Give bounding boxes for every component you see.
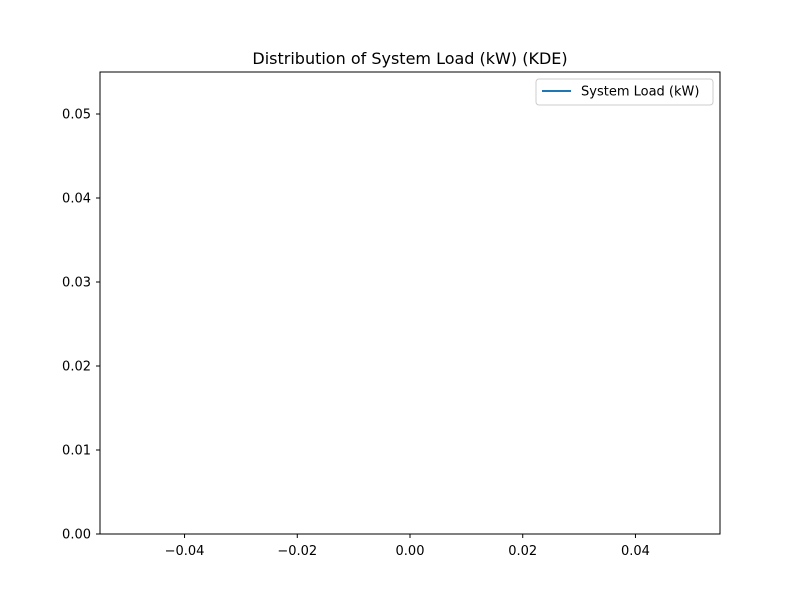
x-tick-label: 0.00 xyxy=(396,544,425,559)
y-tick-label: 0.04 xyxy=(62,192,91,207)
x-tick-label: −0.04 xyxy=(165,544,205,559)
chart-title: Distribution of System Load (kW) (KDE) xyxy=(252,49,567,68)
y-tick-label: 0.00 xyxy=(62,528,91,543)
legend-label: System Load (kW) xyxy=(581,85,699,100)
legend: System Load (kW) xyxy=(535,78,714,106)
y-tick-label: 0.01 xyxy=(62,444,91,459)
x-axis: −0.04 −0.02 0.00 0.02 0.04 xyxy=(165,534,650,559)
x-tick-label: −0.02 xyxy=(277,544,317,559)
y-tick-label: 0.03 xyxy=(62,276,91,291)
axes-background xyxy=(100,72,720,534)
x-tick-label: 0.04 xyxy=(621,544,650,559)
y-axis: 0.00 0.01 0.02 0.03 0.04 0.05 xyxy=(62,108,100,543)
y-tick-label: 0.02 xyxy=(62,360,91,375)
plot-area xyxy=(99,71,721,535)
legend-box xyxy=(535,78,714,106)
x-tick-label: 0.02 xyxy=(508,544,537,559)
y-tick-label: 0.05 xyxy=(62,108,91,123)
